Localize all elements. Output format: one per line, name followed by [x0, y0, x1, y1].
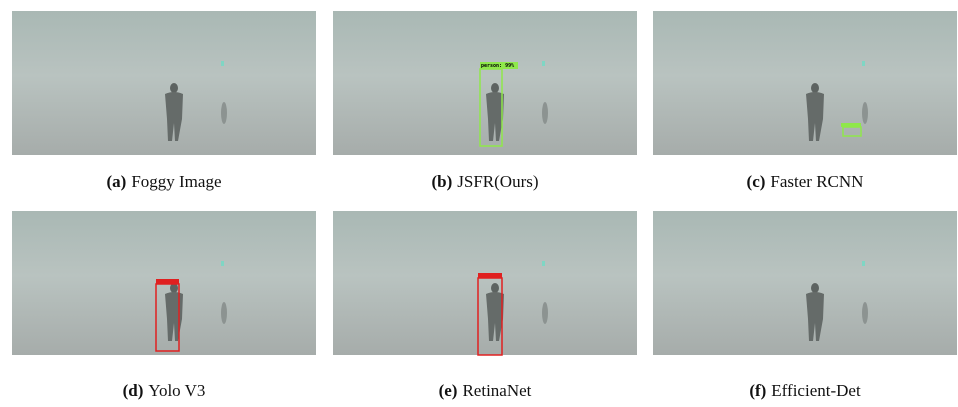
person-head [170, 83, 178, 93]
panel [653, 211, 957, 355]
caption-text: JSFR(Ours) [457, 172, 538, 191]
panel [12, 11, 316, 155]
caption-text: Efficient-Det [771, 381, 861, 400]
foggy-image [333, 211, 637, 355]
caption-tag: (d) [123, 381, 144, 400]
panel [12, 211, 316, 355]
box-label-bg [478, 273, 502, 278]
panel [333, 211, 637, 355]
foggy-image [653, 211, 957, 355]
caption: (c)Faster RCNN [747, 172, 864, 191]
figure: (a) Foggy Image person: 99% (b) JSFR(Ours) (c… [0, 0, 958, 407]
panel [653, 11, 957, 155]
caption: (b) JSFR(Ours) [431, 172, 538, 191]
foggy-image [12, 11, 316, 155]
person-head [491, 83, 499, 93]
caption-tag: (e) [439, 381, 458, 400]
caption-tag: (a) [106, 172, 126, 191]
caption: (d)Yolo V3 [123, 381, 206, 400]
panel: person: 99% [333, 11, 637, 155]
traffic-light [542, 61, 545, 66]
person-head [811, 83, 819, 93]
person-far [862, 102, 868, 124]
caption-tag: (f) [749, 381, 766, 400]
person-far [862, 302, 868, 324]
traffic-light [862, 261, 865, 266]
traffic-light [221, 261, 224, 266]
foggy-image [653, 11, 957, 155]
person-head [491, 283, 499, 293]
caption-text: Foggy Image [131, 172, 221, 191]
traffic-light [862, 61, 865, 66]
caption-tag: (c) [747, 172, 766, 191]
foggy-image [333, 11, 637, 155]
box-label: person: 99% [481, 63, 514, 69]
caption: (f) Efficient-Det [749, 381, 861, 400]
caption: (a) Foggy Image [106, 172, 221, 191]
caption: (e)RetinaNet [439, 381, 532, 400]
caption-tag: (b) [431, 172, 452, 191]
person-head [811, 283, 819, 293]
box-label-bg [156, 279, 179, 284]
caption-text: RetinaNet [462, 381, 531, 400]
box-label-bg [841, 123, 861, 127]
person-far [221, 102, 227, 124]
caption-text: Yolo V3 [148, 381, 205, 400]
person-far [542, 102, 548, 124]
traffic-light [542, 261, 545, 266]
person-far [221, 302, 227, 324]
caption-text: Faster RCNN [770, 172, 863, 191]
person-far [542, 302, 548, 324]
traffic-light [221, 61, 224, 66]
